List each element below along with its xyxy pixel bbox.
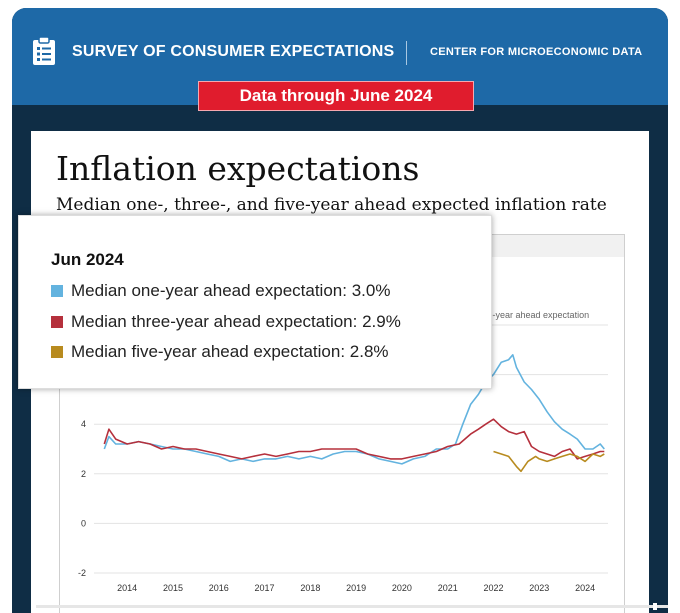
hover-tooltip: Jun 2024 Median one-year ahead expectati… (18, 215, 492, 389)
tooltip-row-label: Median three-year ahead expectation: 2.9… (71, 312, 401, 331)
y-tick-label: 2 (81, 469, 86, 479)
video-progress-handle[interactable] (653, 603, 658, 610)
center-name: CENTER FOR MICROECONOMIC DATA (430, 46, 643, 58)
brand-title: SURVEY OF CONSUMER EXPECTATIONS (72, 43, 395, 60)
chart-title: Inflation expectations (56, 149, 420, 188)
legend-entry-partial: n five-year ahead expectation (471, 310, 590, 320)
y-tick-label: 0 (81, 518, 86, 528)
x-tick-label: 2018 (300, 583, 320, 593)
x-tick-label: 2015 (163, 583, 183, 593)
five-year-swatch (51, 346, 63, 358)
header-bar: SURVEY OF CONSUMER EXPECTATIONS CENTER F… (12, 8, 668, 105)
x-tick-label: 2022 (484, 583, 504, 593)
x-tick-label: 2014 (117, 583, 137, 593)
video-progress-track[interactable] (36, 603, 668, 610)
header-divider (406, 41, 407, 65)
three-year-swatch (51, 316, 63, 328)
tooltip-row-label: Median one-year ahead expectation: 3.0% (71, 281, 391, 300)
x-tick-label: 2016 (209, 583, 229, 593)
x-tick-label: 2020 (392, 583, 412, 593)
tooltip-row-one-year: Median one-year ahead expectation: 3.0% (51, 281, 390, 301)
tooltip-row-label: Median five-year ahead expectation: 2.8% (71, 342, 389, 361)
chart-subtitle: Median one-, three-, and five-year ahead… (56, 195, 607, 215)
x-tick-label: 2017 (255, 583, 275, 593)
clipboard-icon (33, 36, 55, 65)
series-line-three-year (103, 418, 605, 460)
tooltip-date: Jun 2024 (51, 250, 124, 269)
tooltip-row-five-year: Median five-year ahead expectation: 2.8% (51, 342, 389, 362)
y-tick-label: 4 (81, 419, 86, 429)
series-line-one-year (103, 354, 605, 465)
x-tick-label: 2019 (346, 583, 366, 593)
one-year-swatch (51, 285, 63, 297)
x-tick-label: 2024 (575, 583, 595, 593)
x-tick-label: 2021 (438, 583, 458, 593)
tooltip-row-three-year: Median three-year ahead expectation: 2.9… (51, 312, 401, 332)
x-tick-label: 2023 (529, 583, 549, 593)
y-tick-label: -2 (78, 568, 86, 578)
series-line-five-year (493, 450, 605, 473)
date-banner: Data through June 2024 (198, 81, 474, 111)
